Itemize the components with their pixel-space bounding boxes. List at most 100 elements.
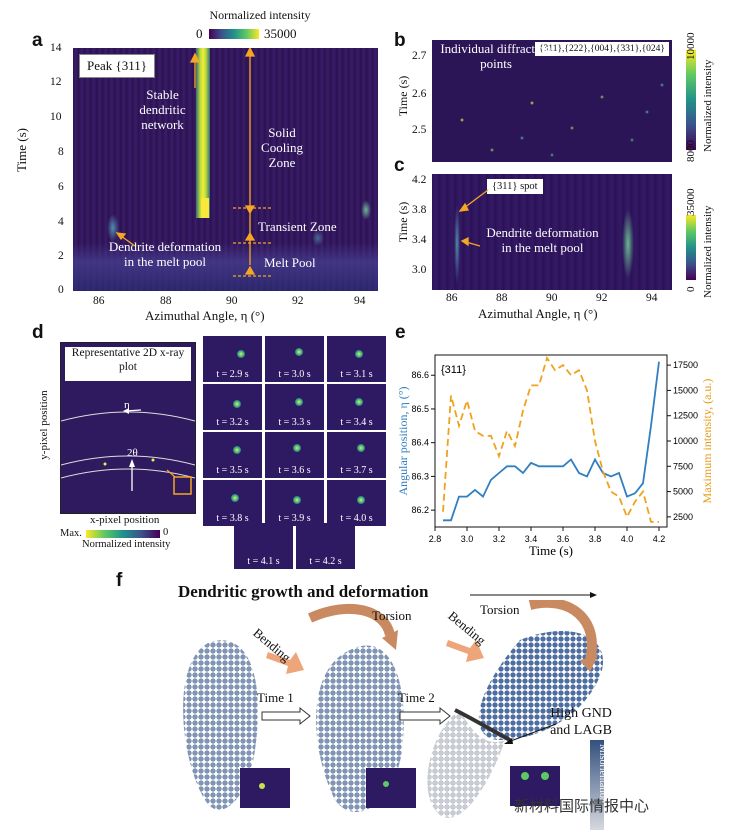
x-tick-label: 3.0 <box>461 534 474 544</box>
a-ytick: 14 <box>50 42 62 54</box>
y2-tick-label: 5000 <box>673 487 693 497</box>
tile-2-9: t = 2.9 s <box>203 336 262 382</box>
arrow-head <box>244 48 256 57</box>
tile-4-2: t = 4.2 s <box>296 523 355 569</box>
x-tick-label: 2.8 <box>429 534 442 544</box>
y-tick-label: 86.3 <box>411 471 429 481</box>
tile-label: t = 3.9 s <box>278 513 311 524</box>
x-ticks: 2.8 3.0 3.2 3.4 3.6 3.8 4.0 4.2 <box>429 527 666 544</box>
y-ticks: 86.2 86.3 86.4 86.5 86.6 <box>411 370 435 515</box>
b-ytick: 2.5 <box>412 124 427 136</box>
y2-tick-label: 12500 <box>673 411 698 421</box>
c-xtick: 86 <box>446 292 458 304</box>
annotation-arrows-a <box>115 48 273 277</box>
tile-3-9: t = 3.9 s <box>265 480 324 526</box>
diffraction-spot <box>237 350 245 358</box>
y2-tick-label: 17500 <box>673 360 698 370</box>
watermark: 新材料国际情报中心 <box>514 799 650 815</box>
ann-melt: Melt Pool <box>264 255 316 270</box>
c-ytick: 3.4 <box>412 234 427 246</box>
panel-label-c: c <box>394 155 405 176</box>
tile-4-0: t = 4.0 s <box>327 480 386 526</box>
xray-plot: Representative 2D x-ray plot η 2θ <box>60 342 196 514</box>
diffraction-spot <box>295 348 303 356</box>
c-xtick: 92 <box>596 292 608 304</box>
torsion-head-2 <box>580 655 598 672</box>
b-ytick: 2.7 <box>412 50 427 62</box>
x-tick-label: 3.6 <box>557 534 570 544</box>
stable-dendrite-streak <box>196 48 210 218</box>
streak-onset <box>201 198 209 218</box>
heatmap-b <box>432 40 672 162</box>
torsion-head-1 <box>382 630 398 650</box>
diffraction-spot <box>233 446 241 454</box>
tile-label: t = 4.0 s <box>340 513 373 524</box>
tile-3-2: t = 3.2 s <box>203 384 262 430</box>
tile-label: t = 3.3 s <box>278 417 311 428</box>
tile-3-4: t = 3.4 s <box>327 384 386 430</box>
inset-spot <box>541 772 549 780</box>
c-xtick: 88 <box>496 292 508 304</box>
a-xtick: 86 <box>93 295 105 307</box>
heatmap-a <box>73 48 378 291</box>
a-ytick: 2 <box>58 250 64 262</box>
inset-spot <box>521 772 529 780</box>
tile-3-0: t = 3.0 s <box>265 336 324 382</box>
diffraction-spot <box>233 400 241 408</box>
d-cb-max: Max. <box>60 528 82 539</box>
tile-label: t = 4.2 s <box>309 556 342 567</box>
c-xtick: 94 <box>646 292 658 304</box>
tile-label: t = 3.7 s <box>340 465 373 476</box>
f-title: Dendritic growth and deformation <box>178 582 429 601</box>
tile-4-1: t = 4.1 s <box>234 523 293 569</box>
inset-tile-1 <box>240 768 290 808</box>
panel-label-a: a <box>32 30 43 51</box>
tile-3-5: t = 3.5 s <box>203 432 262 478</box>
x-tick-label: 3.2 <box>493 534 506 544</box>
dendrite-3-top <box>478 631 604 740</box>
f-title-arrow <box>470 592 597 598</box>
inset-spot <box>259 783 265 789</box>
c-ylabel: Time (s) <box>396 201 410 243</box>
xray-title: Representative 2D x-ray plot <box>65 347 191 381</box>
heatmap-c <box>432 174 672 290</box>
bending-arrow-1 <box>266 652 304 674</box>
ann-deform-c: Dendrite deformation in the melt pool <box>486 225 599 255</box>
tile-3-6: t = 3.6 s <box>265 432 324 478</box>
y2-axis-label: Maximum intensity, (a.u.) <box>700 379 714 504</box>
tile-label: t = 2.9 s <box>216 369 249 380</box>
diffraction-spot <box>355 398 363 406</box>
y2-tick-label: 7500 <box>673 461 693 471</box>
diffraction-spot <box>355 350 363 358</box>
cb-b-max: 10000 <box>685 32 697 61</box>
colorbar-a-max: 35000 <box>264 26 297 41</box>
tile-label: t = 3.2 s <box>216 417 249 428</box>
annotation-arrows-c <box>458 189 489 247</box>
d-cb-min: 0 <box>163 527 169 538</box>
ann-stable: Stable dendritic network <box>139 87 186 132</box>
x-tick-label: 3.4 <box>525 534 538 544</box>
x-tick-label: 4.2 <box>653 534 666 544</box>
y-tick-label: 86.5 <box>411 404 429 414</box>
tile-3-1: t = 3.1 s <box>327 336 386 382</box>
c-xlabel: Azimuthal Angle, η (°) <box>478 306 598 321</box>
a-xtick: 90 <box>226 295 238 307</box>
y-tick-label: 86.4 <box>411 438 429 448</box>
series-angular-position <box>443 361 660 522</box>
tile-label: t = 3.4 s <box>340 417 373 428</box>
b-ytick: 2.6 <box>412 88 427 100</box>
tile-3-8: t = 3.8 s <box>203 480 262 526</box>
y-tick-label: 86.6 <box>411 370 429 380</box>
colorbar-b <box>686 50 696 150</box>
tile-label: t = 3.5 s <box>216 465 249 476</box>
a-ytick: 10 <box>50 111 62 123</box>
panel-label-e: e <box>395 322 406 343</box>
eta-label: η <box>124 399 130 411</box>
cb-c-min: 0 <box>685 286 697 293</box>
peak-label-box: Peak {311} <box>79 54 156 78</box>
a-xtick: 88 <box>160 295 172 307</box>
gnd-label: High GND and LAGB <box>550 706 612 738</box>
torsion-label-1: Torsion <box>372 608 412 623</box>
panel-label-d: d <box>32 322 44 343</box>
chart-frame <box>434 354 668 528</box>
